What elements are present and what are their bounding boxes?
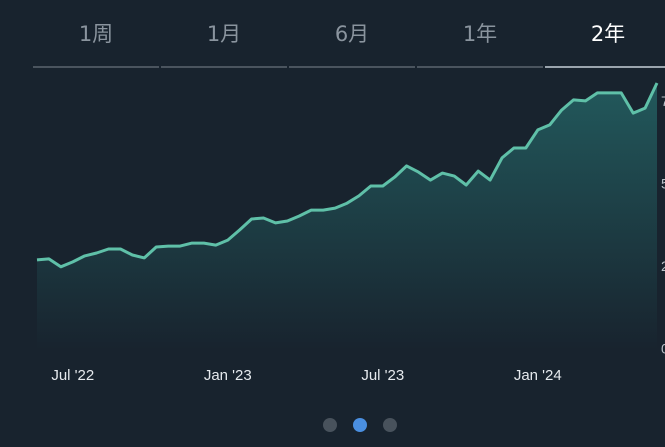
y-tick-label: 50 [661,176,665,192]
x-tick-label: Jul '22 [51,367,94,384]
chart: 0 25 50 75 Jul '22 Jan '23 Jul '23 Jan '24 [36,82,665,384]
tab[interactable]: 1月 [207,22,241,46]
tab[interactable]: 1年 [463,22,497,46]
line [36,82,659,269]
tab[interactable]: 1周 [79,22,113,46]
tab-bar: 1周 1月 6月 1年 2年 [33,22,665,68]
page-dot-active[interactable] [353,418,367,432]
y-tick-label: 75 [661,93,665,109]
x-tick-label: Jan '24 [514,367,562,384]
page-dot[interactable] [323,418,337,432]
x-tick-label: Jul '23 [361,367,404,384]
page-dot[interactable] [383,418,397,432]
y-tick-label: 0 [661,341,665,357]
tab[interactable]: 6月 [335,22,369,46]
tab[interactable]: 2年 [591,22,625,46]
x-tick-label: Jan '23 [204,367,252,384]
area [37,83,657,350]
y-tick-label: 25 [661,258,665,274]
